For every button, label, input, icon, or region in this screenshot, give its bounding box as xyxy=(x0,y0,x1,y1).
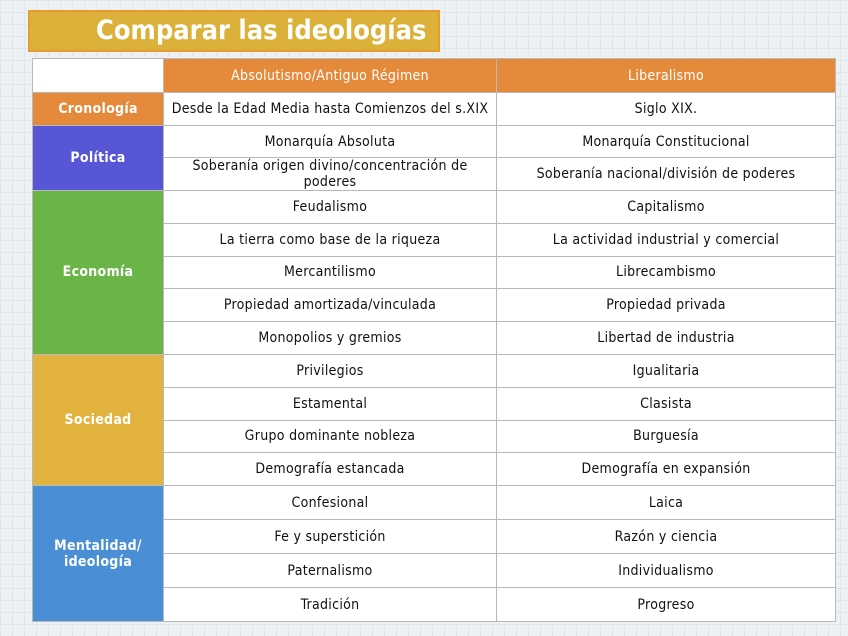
table-row: Mentalidad/ ideología Confesional Laica xyxy=(32,485,836,623)
table-row: Demografía estancada Demografía en expans… xyxy=(33,452,836,487)
liberalismo-cell: Libertad de industria xyxy=(496,321,836,355)
absolutismo-cell: La tierra como base de la riqueza xyxy=(163,222,497,257)
liberalismo-cell: Librecambismo xyxy=(496,255,836,290)
table-row: Grupo dominante nobleza Burguesía xyxy=(33,419,836,454)
absolutismo-cell: Demografía estancada xyxy=(163,452,497,487)
table-row: Fe y superstición Razón y ciencia xyxy=(33,519,836,555)
liberalismo-cell: Demografía en expansión xyxy=(496,452,836,487)
header-row: Absolutismo/Antiguo Régimen Liberalismo xyxy=(32,58,836,93)
header-absolutismo: Absolutismo/Antiguo Régimen xyxy=(163,58,497,93)
absolutismo-cell: Monarquía Absoluta xyxy=(163,125,497,158)
table-row: Economía Feudalismo Capitalismo xyxy=(32,190,836,355)
liberalismo-cell: Siglo XIX. xyxy=(496,92,836,126)
absolutismo-cell: Propiedad amortizada/vinculada xyxy=(163,288,497,323)
absolutismo-cell: Monopolios y gremios xyxy=(163,321,497,355)
liberalismo-cell: Burguesía xyxy=(496,419,836,454)
table-row: Monopolios y gremios Libertad de industri… xyxy=(33,321,836,355)
title-banner: Comparar las ideologías xyxy=(28,10,440,52)
liberalismo-cell: Progreso xyxy=(496,587,836,623)
table-row: Soberanía origen divino/concentración de… xyxy=(33,157,836,191)
liberalismo-cell: Individualismo xyxy=(496,553,836,589)
table-row: Sociedad Privilegios Igualitaria xyxy=(32,353,836,487)
liberalismo-cell: Propiedad privada xyxy=(496,288,836,323)
liberalismo-cell: La actividad industrial y comercial xyxy=(496,222,836,257)
table-row: Propiedad amortizada/vinculada Propiedad … xyxy=(33,288,836,323)
page-title: Comparar las ideologías xyxy=(96,15,427,46)
absolutismo-cell: Mercantilismo xyxy=(163,255,497,290)
absolutismo-cell: Fe y superstición xyxy=(163,519,497,555)
category-mentalidad: Mentalidad/ ideología xyxy=(32,485,164,623)
absolutismo-cell: Grupo dominante nobleza xyxy=(163,419,497,454)
category-politica: Política xyxy=(32,125,164,191)
comparison-table: Absolutismo/Antiguo Régimen Liberalismo … xyxy=(32,58,836,623)
table-row: Paternalismo Individualismo xyxy=(33,553,836,589)
absolutismo-cell: Estamental xyxy=(163,386,497,421)
table-row: Tradición Progreso xyxy=(33,587,836,623)
table-row: Política Monarquía Absoluta Monarquía Cons… xyxy=(32,125,836,191)
absolutismo-cell: Tradición xyxy=(163,587,497,623)
absolutismo-cell: Desde la Edad Media hasta Comienzos del … xyxy=(163,92,497,126)
absolutismo-cell: Privilegios xyxy=(163,353,497,388)
header-blank xyxy=(32,58,164,93)
header-liberalismo: Liberalismo xyxy=(496,58,836,93)
liberalismo-cell: Igualitaria xyxy=(496,353,836,388)
liberalismo-cell: Monarquía Constitucional xyxy=(496,125,836,158)
table-row: Cronología Desde la Edad Media hasta Comi… xyxy=(32,92,836,126)
category-cronologia: Cronología xyxy=(32,92,164,126)
liberalismo-cell: Laica xyxy=(496,485,836,521)
table-row: Estamental Clasista xyxy=(33,386,836,421)
category-sociedad: Sociedad xyxy=(32,353,164,487)
liberalismo-cell: Capitalismo xyxy=(496,190,836,224)
liberalismo-cell: Razón y ciencia xyxy=(496,519,836,555)
liberalismo-cell: Soberanía nacional/división de poderes xyxy=(496,157,836,191)
liberalismo-cell: Clasista xyxy=(496,386,836,421)
absolutismo-cell: Paternalismo xyxy=(163,553,497,589)
absolutismo-cell: Confesional xyxy=(163,485,497,521)
category-economia: Economía xyxy=(32,190,164,355)
absolutismo-cell: Feudalismo xyxy=(163,190,497,224)
absolutismo-cell: Soberanía origen divino/concentración de… xyxy=(163,157,497,191)
table-row: La tierra como base de la riqueza La acti… xyxy=(33,222,836,257)
